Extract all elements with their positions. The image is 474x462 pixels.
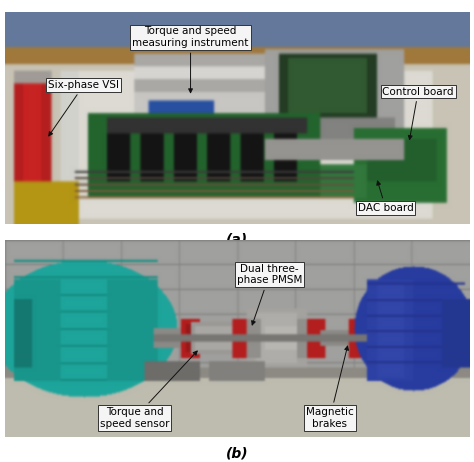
Text: Control board: Control board (383, 86, 454, 140)
Text: Torque and speed
measuring instrument: Torque and speed measuring instrument (132, 26, 249, 93)
Text: (b): (b) (226, 446, 248, 461)
Text: (a): (a) (226, 232, 248, 247)
Text: Six-phase VSI: Six-phase VSI (48, 80, 119, 136)
Text: DAC board: DAC board (358, 181, 413, 213)
Text: Torque and
speed sensor: Torque and speed sensor (100, 351, 197, 429)
Text: Dual three-
phase PMSM: Dual three- phase PMSM (237, 264, 302, 325)
Text: Magnetic
brakes: Magnetic brakes (306, 346, 354, 429)
